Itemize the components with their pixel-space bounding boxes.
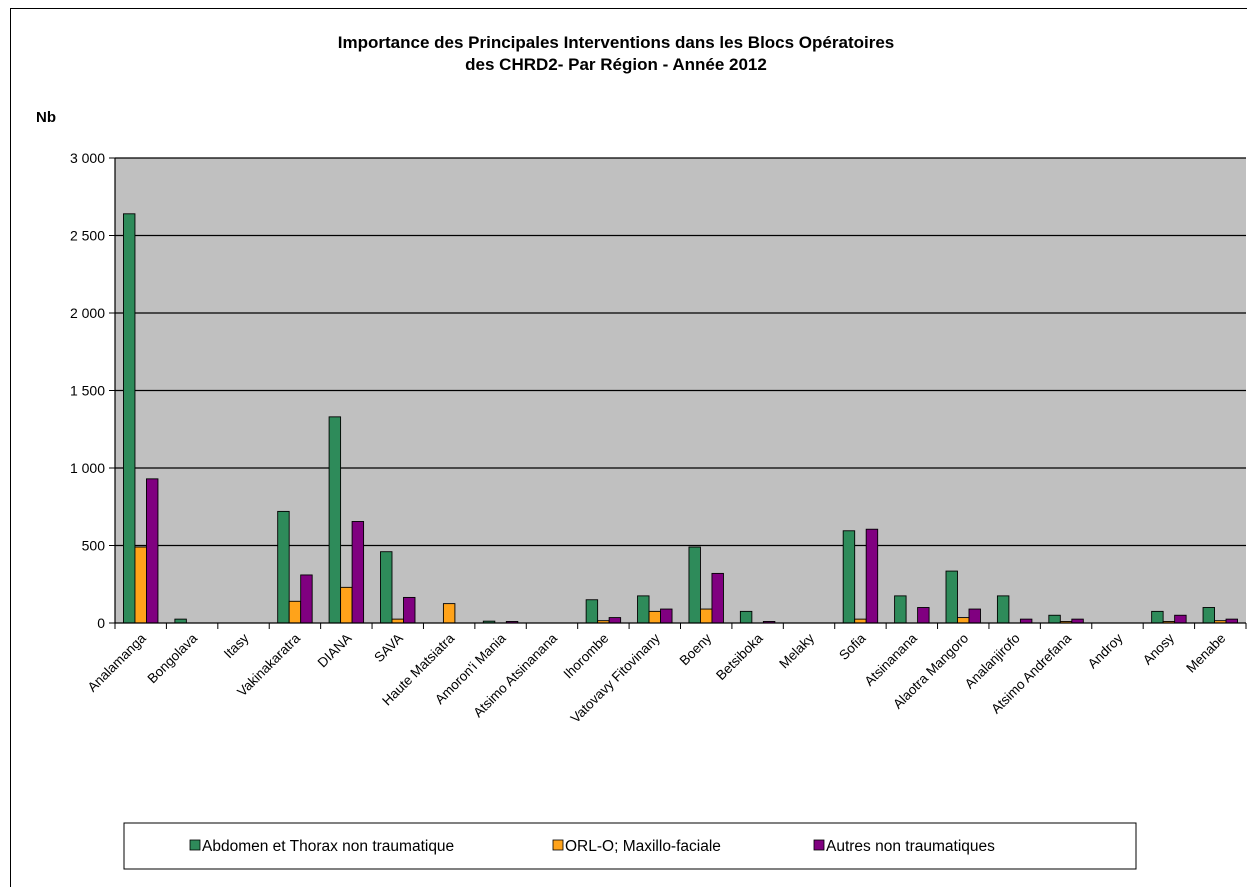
- x-tick-label: Sofia: [836, 630, 869, 663]
- bar: [442, 603, 456, 624]
- bar: [340, 586, 353, 624]
- y-tick-label: 3 000: [70, 150, 105, 166]
- gridlines: [115, 157, 1246, 547]
- bar: [917, 607, 930, 624]
- bar: [351, 521, 365, 624]
- legend-swatch: [813, 839, 825, 851]
- axes: [109, 157, 1247, 629]
- bar: [380, 551, 393, 624]
- bar: [711, 572, 724, 624]
- bar: [277, 510, 290, 624]
- bar: [968, 608, 981, 624]
- x-tick-label: Boeny: [677, 630, 715, 668]
- x-tick-label: Analamanga: [85, 630, 150, 695]
- bar: [660, 608, 673, 624]
- y-tick-label: 1 000: [70, 460, 105, 476]
- bar: [123, 213, 136, 624]
- bar: [134, 546, 147, 624]
- legend-label: Autres non traumatiques: [826, 838, 995, 855]
- chart-title: Importance des Principales Interventions…: [338, 33, 894, 52]
- legend-label: Abdomen et Thorax non traumatique: [202, 838, 454, 855]
- x-tick-label: Melaky: [776, 630, 817, 671]
- bar: [146, 478, 159, 624]
- bar: [894, 595, 907, 624]
- bar: [945, 570, 958, 624]
- legend-label: ORL-O; Maxillo-faciale: [565, 838, 721, 855]
- bar: [1048, 614, 1061, 624]
- y-tick-label: 2 500: [70, 228, 105, 244]
- x-tick-label: Itasy: [221, 630, 252, 661]
- chart-subtitle: des CHRD2- Par Région - Année 2012: [465, 55, 767, 74]
- bar: [288, 600, 302, 624]
- legend-swatch: [552, 839, 564, 851]
- bar: [996, 595, 1010, 624]
- bar: [637, 595, 650, 624]
- x-tick-label: DIANA: [315, 631, 355, 671]
- y-tick-label: 500: [82, 538, 106, 554]
- x-tick-label: Vatovavy Fitovinany: [568, 630, 663, 725]
- bar: [700, 608, 713, 624]
- bar: [328, 416, 342, 624]
- bar: [865, 528, 879, 624]
- x-tick-label: Anosy: [1140, 630, 1177, 667]
- y-tick-label: 1 500: [70, 383, 105, 399]
- bar: [957, 617, 970, 624]
- legend: Abdomen et Thorax non traumatique ORL-O; …: [123, 822, 1137, 870]
- y-tick-label: 0: [97, 615, 105, 631]
- x-tick-label: Ihorombe: [561, 631, 612, 682]
- bar: [403, 596, 416, 624]
- y-tick-labels: 0 500 1 000 1 500 2 000 2 500 3 000: [70, 150, 105, 631]
- x-tick-label: Androy: [1085, 630, 1126, 671]
- x-tick-label: Menabe: [1183, 631, 1228, 676]
- bar: [739, 610, 753, 624]
- bar: [300, 574, 313, 624]
- bar: [608, 617, 622, 624]
- bar: [842, 530, 856, 624]
- bar: [688, 546, 701, 624]
- bar: [1151, 610, 1164, 624]
- legend-swatch: [189, 839, 201, 851]
- bar: [1174, 614, 1187, 624]
- bar: [648, 610, 661, 624]
- bar: [585, 599, 599, 624]
- bar: [1202, 607, 1215, 624]
- x-tick-label: Betsiboka: [713, 630, 766, 683]
- x-tick-label: Bongolava: [145, 630, 201, 686]
- y-tick-label: 2 000: [70, 305, 105, 321]
- x-tick-label: SAVA: [371, 631, 406, 666]
- chart-frame: [10, 8, 1247, 887]
- y-axis-label: Nb: [36, 109, 56, 126]
